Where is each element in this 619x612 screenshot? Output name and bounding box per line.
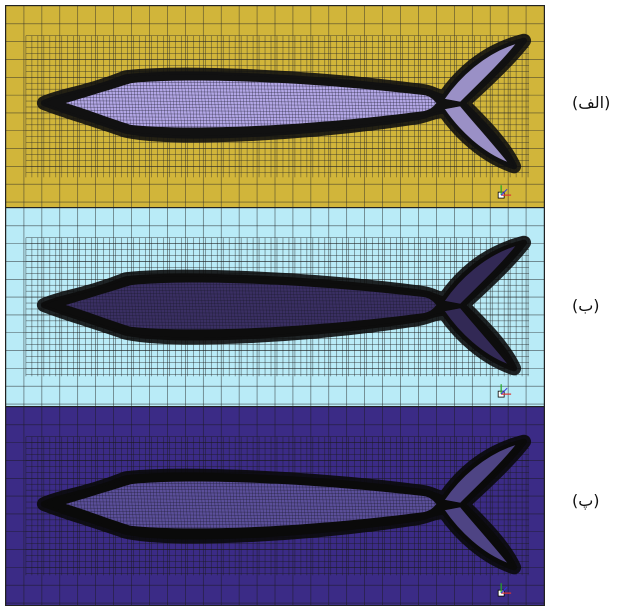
mesh-panel-b xyxy=(5,207,545,407)
panel-label-c: (پ) xyxy=(572,491,600,510)
panel-label-a: (الف) xyxy=(572,93,611,112)
axis-triad-icon xyxy=(497,185,512,199)
panel-label-b: (ب) xyxy=(572,296,600,315)
mesh-panel-c xyxy=(5,406,545,606)
axis-triad-icon xyxy=(497,384,512,398)
mesh-plot-a xyxy=(6,6,544,207)
mesh-plot-b xyxy=(6,208,544,406)
axis-triad-icon xyxy=(497,583,512,597)
mesh-panel-a xyxy=(5,5,545,208)
mesh-plot-c xyxy=(6,407,544,605)
